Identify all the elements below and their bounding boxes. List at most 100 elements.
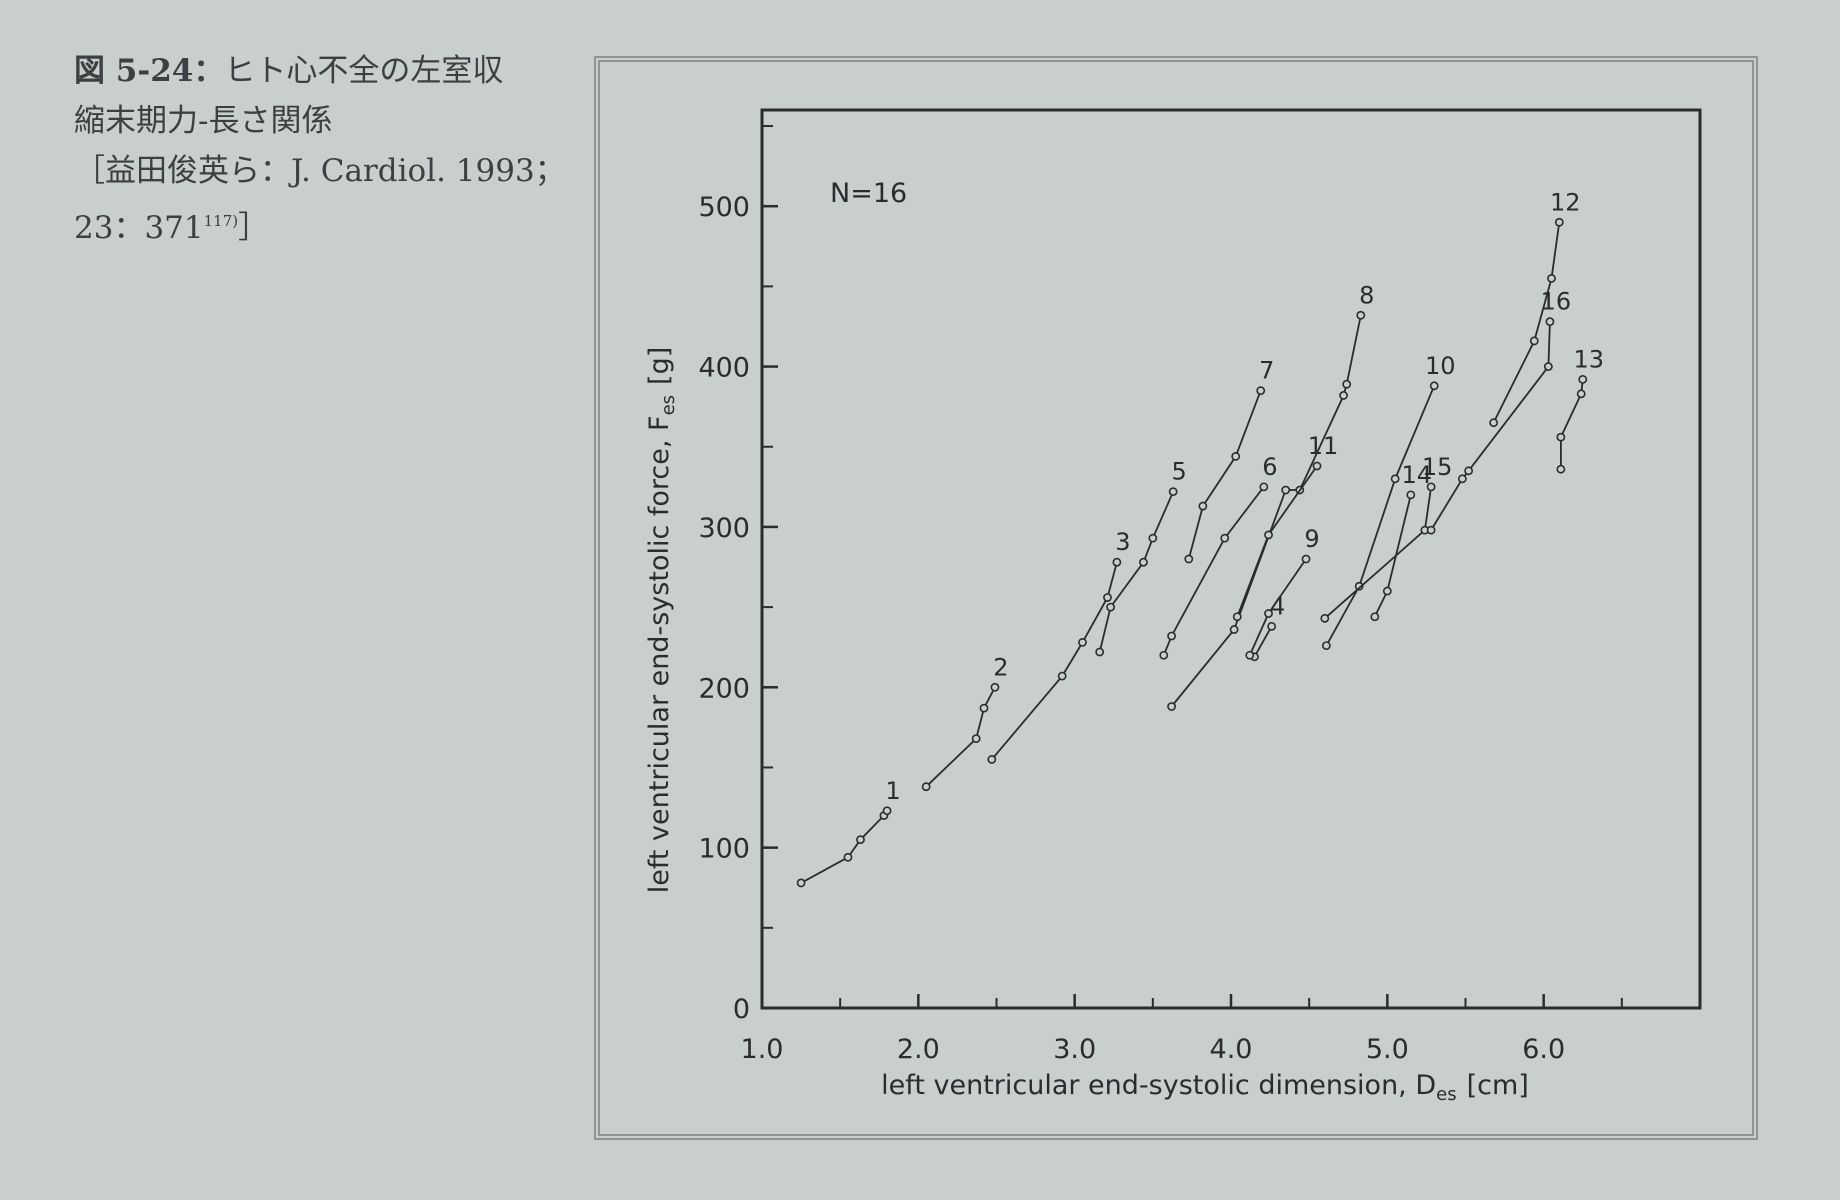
series-label-16: 16 bbox=[1541, 288, 1572, 316]
data-point bbox=[1168, 487, 1178, 497]
series-4: 4 bbox=[1250, 592, 1285, 662]
series-6: 6 bbox=[1159, 453, 1277, 660]
series-label-10: 10 bbox=[1425, 352, 1456, 380]
series-line-5 bbox=[1098, 491, 1175, 653]
series-9: 9 bbox=[1245, 525, 1320, 660]
series-15: 15 bbox=[1320, 453, 1452, 623]
data-point bbox=[1281, 485, 1291, 495]
x-axis-label-text: left ventricular end-systolic dimension,… bbox=[881, 1070, 1436, 1101]
data-point bbox=[1429, 381, 1439, 391]
series-label-3: 3 bbox=[1115, 528, 1130, 556]
caption-line-1: 図 5-24：ヒト心不全の左室収 bbox=[74, 46, 574, 96]
series-label-11: 11 bbox=[1308, 432, 1339, 460]
series-label-5: 5 bbox=[1172, 458, 1187, 486]
data-point bbox=[1356, 310, 1366, 320]
y-tick-label: 300 bbox=[698, 513, 750, 544]
series-11: 11 bbox=[1232, 432, 1339, 622]
data-point bbox=[1406, 490, 1416, 500]
data-point bbox=[1112, 557, 1122, 567]
x-axis-label: left ventricular end-systolic dimension,… bbox=[881, 1070, 1529, 1105]
data-point bbox=[1489, 418, 1499, 428]
series-line-3 bbox=[991, 561, 1118, 760]
x-tick-label: 4.0 bbox=[1210, 1034, 1253, 1065]
caption-title-2: 縮末期力-長さ関係 bbox=[74, 103, 333, 139]
x-axis-label-subscript: es bbox=[1436, 1084, 1456, 1105]
data-point bbox=[856, 835, 865, 845]
x-tick-label: 2.0 bbox=[897, 1034, 940, 1065]
data-point bbox=[1301, 554, 1311, 564]
series-line-12 bbox=[1492, 222, 1561, 424]
data-point bbox=[1554, 217, 1564, 227]
data-point bbox=[1139, 557, 1148, 567]
data-point bbox=[843, 852, 853, 862]
series-3: 3 bbox=[987, 528, 1131, 764]
series-label-12: 12 bbox=[1550, 188, 1581, 216]
data-point bbox=[1578, 374, 1588, 384]
data-point bbox=[1229, 625, 1239, 634]
caption-reference-1: ［益田俊英ら：J. Cardiol. 1993； bbox=[74, 153, 566, 189]
caption-reference-volume: 23：371 bbox=[74, 210, 204, 246]
x-tick-label: 1.0 bbox=[741, 1034, 784, 1065]
series-13: 13 bbox=[1556, 345, 1604, 474]
figure-number: 図 5-24： bbox=[74, 53, 225, 89]
data-point bbox=[1576, 389, 1586, 399]
y-axis-label-text: left ventricular end-systolic force, F bbox=[644, 415, 675, 893]
figure-frame bbox=[594, 56, 1758, 1140]
data-point bbox=[1312, 461, 1322, 471]
series-2: 2 bbox=[921, 653, 1009, 792]
y-axis-label-unit: [g] bbox=[644, 347, 675, 385]
data-point bbox=[1342, 379, 1352, 389]
data-point bbox=[1078, 637, 1087, 647]
data-point bbox=[1370, 612, 1380, 622]
data-point bbox=[1259, 482, 1269, 492]
data-point bbox=[1556, 432, 1566, 442]
series-label-13: 13 bbox=[1573, 345, 1604, 373]
x-tick-label: 3.0 bbox=[1053, 1034, 1096, 1065]
series-10: 10 bbox=[1321, 352, 1456, 650]
data-point bbox=[1167, 631, 1176, 641]
series-5: 5 bbox=[1095, 458, 1187, 657]
series-label-4: 4 bbox=[1270, 592, 1285, 620]
data-point bbox=[1198, 501, 1208, 511]
data-point bbox=[796, 878, 806, 888]
y-axis-label-subscript: es bbox=[658, 395, 679, 415]
data-point bbox=[1184, 554, 1194, 564]
data-point bbox=[1339, 391, 1348, 400]
data-point bbox=[1220, 533, 1230, 543]
series-line-6 bbox=[1162, 486, 1265, 656]
series-label-8: 8 bbox=[1359, 281, 1374, 309]
data-point bbox=[1095, 647, 1105, 657]
series-label-6: 6 bbox=[1262, 453, 1277, 481]
data-point bbox=[1556, 464, 1566, 474]
x-tick-label: 6.0 bbox=[1522, 1034, 1565, 1065]
data-point bbox=[1354, 581, 1364, 591]
data-point bbox=[1457, 474, 1467, 484]
x-axis-label-unit: [cm] bbox=[1467, 1070, 1529, 1101]
series-line-15 bbox=[1324, 486, 1432, 619]
data-point bbox=[882, 806, 892, 816]
data-point bbox=[1382, 586, 1392, 596]
series-line-13 bbox=[1560, 379, 1584, 470]
data-point bbox=[1426, 525, 1436, 535]
y-tick-label: 500 bbox=[698, 192, 750, 223]
y-axis-label: left ventricular end-systolic force, Fes… bbox=[644, 347, 679, 894]
series-line-1 bbox=[800, 810, 888, 884]
series-7: 7 bbox=[1184, 357, 1274, 564]
series-line-2 bbox=[925, 686, 996, 788]
data-point bbox=[1264, 530, 1273, 540]
data-point bbox=[1529, 336, 1539, 346]
data-point bbox=[1543, 362, 1553, 371]
plot-area-border bbox=[760, 108, 1702, 1010]
data-point bbox=[1464, 466, 1474, 476]
caption-reference-2: 23：371117)］ bbox=[74, 196, 574, 253]
data-point bbox=[987, 755, 997, 764]
series-label-2: 2 bbox=[993, 653, 1008, 681]
y-tick-label: 0 bbox=[733, 994, 750, 1025]
data-point bbox=[1167, 702, 1176, 711]
data-point bbox=[1547, 273, 1556, 283]
data-point bbox=[1545, 317, 1555, 327]
caption-title-1: ヒト心不全の左室収 bbox=[224, 53, 504, 89]
series-16: 16 bbox=[1426, 288, 1572, 535]
series-1: 1 bbox=[796, 777, 901, 888]
